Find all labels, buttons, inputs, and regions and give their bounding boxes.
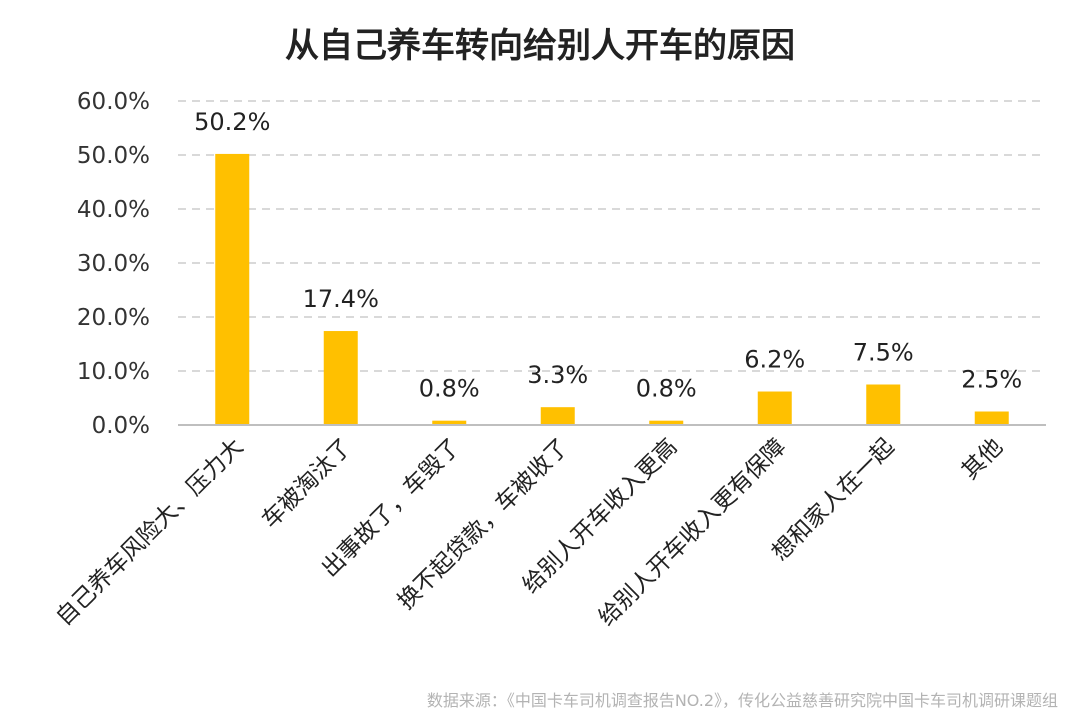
y-tick-label: 60.0% [77, 89, 150, 115]
data-label: 50.2% [194, 108, 270, 136]
bar [866, 384, 901, 425]
data-label: 0.8% [419, 375, 480, 403]
category-label: 车被淘汰了 [257, 434, 357, 534]
data-label: 0.8% [636, 375, 697, 403]
bars [215, 153, 1009, 426]
y-tick-label: 30.0% [77, 251, 150, 277]
category-labels: 自己养车风险大、压力大 车被淘汰了出事故了，车毁了换不起贷款，车被收了给别人开车收… [51, 434, 1008, 631]
bar [540, 407, 575, 425]
category-label: 给别人开车收入更有保障 [594, 434, 791, 631]
data-label: 17.4% [303, 285, 379, 313]
source-note: 数据来源：《中国卡车司机调查报告NO.2》，传化公益慈善研究院中国卡车司机调研课… [426, 691, 1058, 710]
bar [432, 420, 467, 425]
data-label: 6.2% [744, 346, 805, 374]
bar [649, 420, 684, 425]
data-labels: 50.2% 17.4% 0.8% 3.3% 0.8% 6.2% 7.5% 2.5% [194, 108, 1022, 403]
y-tick-label: 10.0% [77, 359, 150, 385]
category-label: 自己养车风险大、压力大 [51, 434, 248, 631]
grid-lines [178, 100, 1046, 372]
bar [323, 331, 358, 425]
category-label: 其他 [957, 434, 1008, 485]
y-axis-ticks: 0.0% 10.0% 20.0% 30.0% 40.0% 50.0% 60.0% [77, 89, 150, 439]
data-label: 7.5% [853, 339, 914, 367]
y-tick-label: 0.0% [92, 413, 150, 439]
y-tick-label: 40.0% [77, 197, 150, 223]
bar [215, 153, 250, 426]
chart-title: 从自己养车转向给别人开车的原因 [285, 26, 795, 66]
y-tick-label: 20.0% [77, 305, 150, 331]
y-tick-label: 50.0% [77, 143, 150, 169]
data-label: 2.5% [961, 366, 1022, 394]
bar [974, 411, 1009, 425]
data-label: 3.3% [527, 361, 588, 389]
bar [757, 391, 792, 425]
